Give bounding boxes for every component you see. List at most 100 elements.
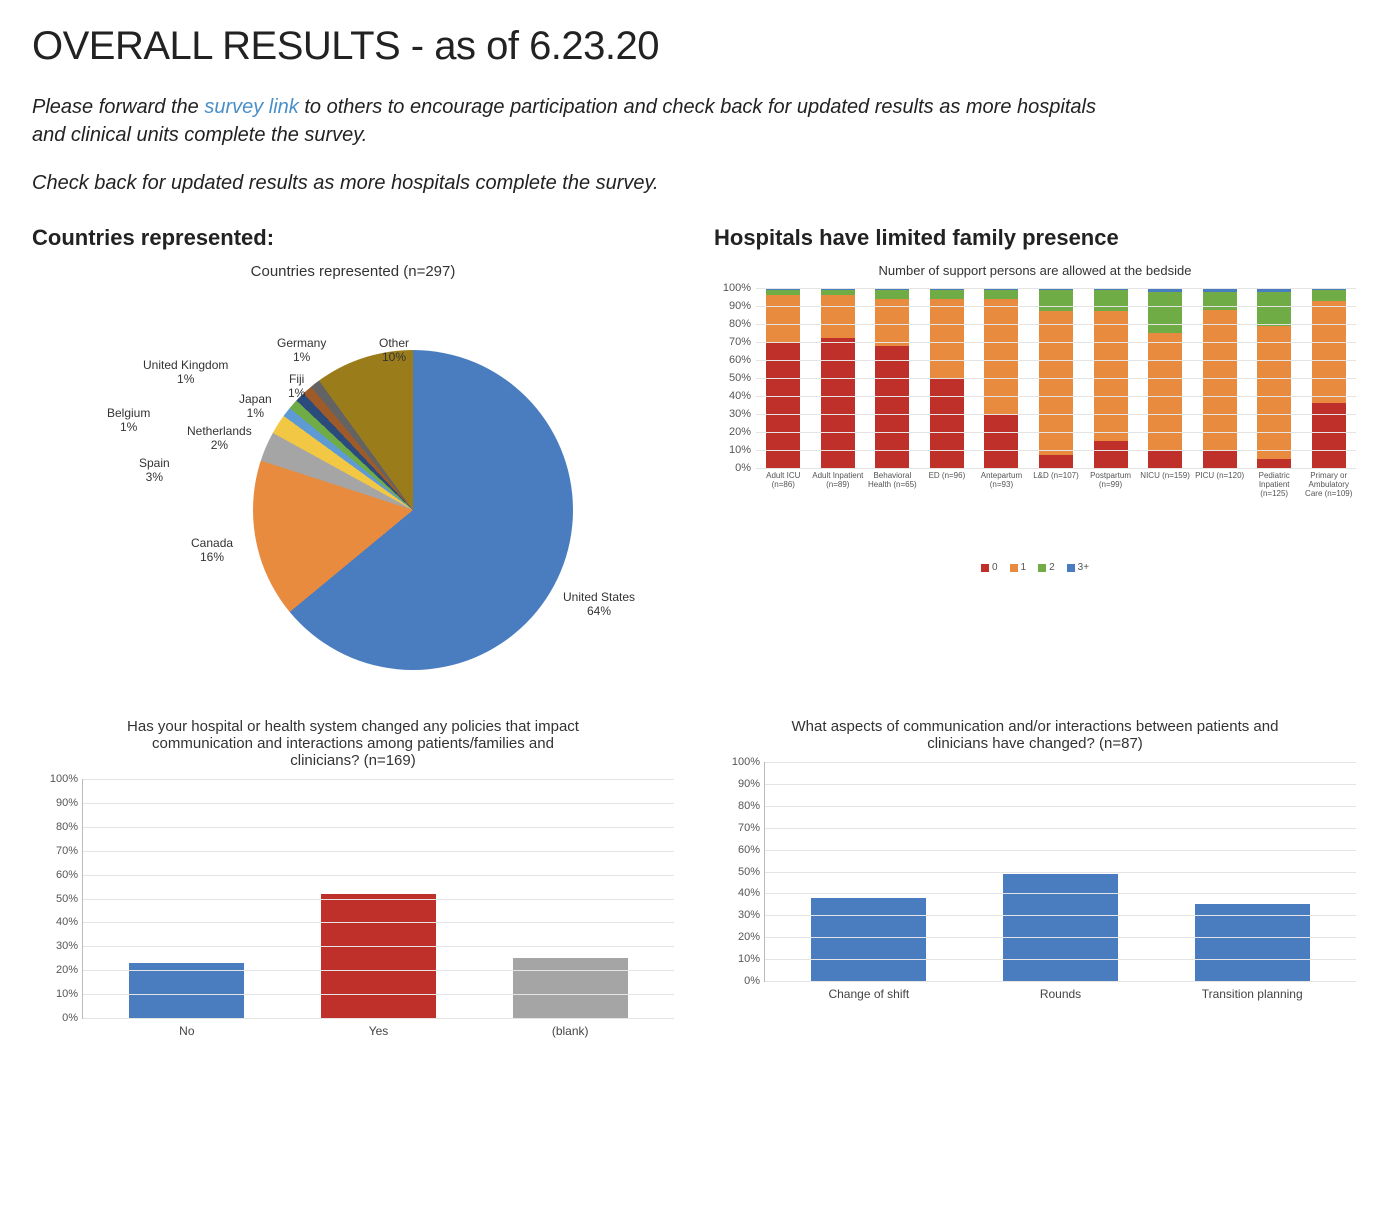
stacked-segment: [1203, 310, 1237, 450]
legend-item: 1: [1010, 562, 1027, 573]
x-label: No: [179, 1024, 194, 1038]
bar: [1003, 874, 1118, 981]
survey-link[interactable]: survey link: [204, 96, 298, 118]
y-tick: 20%: [711, 426, 751, 438]
y-tick: 20%: [38, 964, 78, 976]
stacked-x-label: Primary or Ambulatory Care (n=109): [1300, 472, 1358, 498]
legend-item: 0: [981, 562, 998, 573]
stacked-x-label: ED (n=96): [918, 472, 976, 481]
stacked-segment: [1257, 459, 1291, 468]
stacked-x-label: Pediatric Inpatient (n=125): [1245, 472, 1303, 498]
pie-slice-label: Japan 1%: [239, 392, 272, 421]
stacked-segment: [1039, 311, 1073, 455]
y-tick: 100%: [720, 756, 760, 768]
stacked-x-label: L&D (n=107): [1027, 472, 1085, 481]
stacked-segment: [1094, 441, 1128, 468]
aspects-chart-title: What aspects of communication and/or int…: [785, 718, 1285, 752]
x-label: Change of shift: [828, 987, 909, 1001]
legend-item: 3+: [1067, 562, 1089, 573]
y-tick: 90%: [38, 797, 78, 809]
y-tick: 30%: [711, 408, 751, 420]
page-title: OVERALL RESULTS - as of 6.23.20: [32, 24, 1356, 69]
stacked-x-label: NICU (n=159): [1136, 472, 1194, 481]
pie-slice-label: Germany 1%: [277, 336, 326, 365]
y-tick: 100%: [38, 773, 78, 785]
stacked-x-label: Antepartum (n=93): [972, 472, 1030, 490]
y-tick: 30%: [720, 909, 760, 921]
stacked-segment: [1094, 290, 1128, 312]
pie-chart: United States 64%Canada 16%Spain 3%Nethe…: [93, 290, 613, 690]
policy-bar-chart: NoYes(blank) 0%10%20%30%40%50%60%70%80%9…: [32, 779, 674, 1059]
pie-slice-label: Belgium 1%: [107, 406, 150, 435]
y-tick: 80%: [720, 800, 760, 812]
stacked-x-label: Behavioral Health (n=65): [863, 472, 921, 490]
stacked-segment: [1257, 292, 1291, 326]
pie-slice-label: Netherlands 2%: [187, 424, 252, 453]
y-tick: 10%: [711, 444, 751, 456]
y-tick: 0%: [720, 975, 760, 987]
stacked-segment: [984, 290, 1018, 299]
y-tick: 70%: [38, 845, 78, 857]
x-label: Yes: [369, 1024, 389, 1038]
stacked-x-label: PICU (n=120): [1191, 472, 1249, 481]
pie-slice-label: United Kingdom 1%: [143, 358, 228, 387]
stacked-segment: [1148, 292, 1182, 333]
stacked-segment: [1312, 290, 1346, 301]
y-tick: 40%: [720, 887, 760, 899]
y-tick: 80%: [711, 318, 751, 330]
stacked-segment: [1257, 326, 1291, 459]
stacked-segment: [930, 378, 964, 468]
bar: [129, 963, 244, 1018]
y-tick: 80%: [38, 821, 78, 833]
legend-item: 2: [1038, 562, 1055, 573]
stacked-x-label: Adult ICU (n=86): [754, 472, 812, 490]
y-tick: 100%: [711, 282, 751, 294]
stacked-x-label: Postpartum (n=99): [1081, 472, 1139, 490]
pie-slice-label: Spain 3%: [139, 456, 170, 485]
y-tick: 30%: [38, 940, 78, 952]
stacked-segment: [821, 295, 855, 338]
stacked-segment: [984, 414, 1018, 468]
y-tick: 60%: [711, 354, 751, 366]
y-tick: 10%: [38, 988, 78, 1000]
y-tick: 60%: [38, 869, 78, 881]
y-tick: 0%: [38, 1012, 78, 1024]
stacked-segment: [875, 290, 909, 299]
countries-heading: Countries represented:: [32, 225, 674, 251]
pie-slice-label: Other 10%: [379, 336, 409, 365]
intro-paragraph-2: Check back for updated results as more h…: [32, 169, 1132, 197]
stacked-legend: 0 12 3+: [714, 562, 1356, 573]
stacked-segment: [1148, 450, 1182, 468]
family-presence-heading: Hospitals have limited family presence: [714, 225, 1356, 251]
stacked-segment: [1039, 455, 1073, 468]
x-label: (blank): [552, 1024, 589, 1038]
intro-paragraph-1: Please forward the survey link to others…: [32, 93, 1132, 149]
y-tick: 50%: [711, 372, 751, 384]
stacked-segment: [1039, 290, 1073, 312]
y-tick: 0%: [711, 462, 751, 474]
stacked-segment: [930, 290, 964, 299]
bar: [321, 894, 436, 1018]
aspects-bar-chart: Change of shift Rounds Transition planning…: [714, 762, 1356, 1022]
stacked-segment: [1094, 311, 1128, 441]
pie-slice-label: Canada 16%: [191, 536, 233, 565]
y-tick: 70%: [711, 336, 751, 348]
bar: [811, 898, 926, 981]
stacked-segment: [1312, 403, 1346, 468]
y-tick: 10%: [720, 953, 760, 965]
y-tick: 70%: [720, 822, 760, 834]
stacked-segment: [930, 299, 964, 378]
y-tick: 50%: [720, 866, 760, 878]
pie-slice-label: United States 64%: [563, 590, 635, 619]
stacked-x-label: Adult Inpatient (n=89): [809, 472, 867, 490]
y-tick: 60%: [720, 844, 760, 856]
intro-text-pre: Please forward the: [32, 96, 204, 118]
policy-chart-title: Has your hospital or health system chang…: [123, 718, 583, 769]
stacked-bar-chart: Adult ICU (n=86)Adult Inpatient (n=89)Be…: [714, 288, 1356, 528]
stacked-segment: [821, 338, 855, 468]
x-label: Rounds: [1040, 987, 1081, 1001]
bar: [513, 958, 628, 1018]
stacked-chart-title: Number of support persons are allowed at…: [714, 263, 1356, 278]
pie-chart-title: Countries represented (n=297): [32, 263, 674, 280]
x-label: Transition planning: [1202, 987, 1303, 1001]
